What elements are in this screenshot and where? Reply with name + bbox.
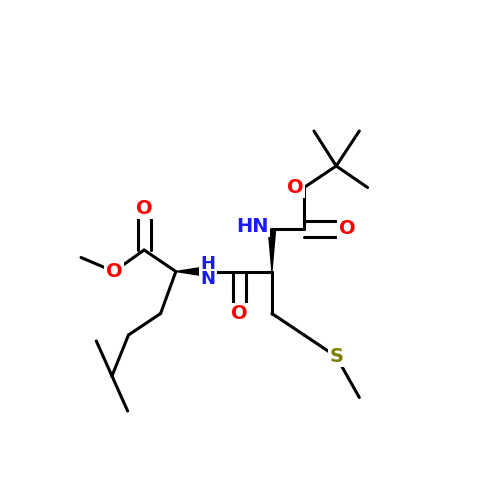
- Text: HN: HN: [236, 216, 268, 236]
- Text: S: S: [329, 347, 343, 366]
- Text: O: O: [288, 178, 304, 197]
- Polygon shape: [268, 229, 276, 272]
- Polygon shape: [176, 266, 208, 276]
- Text: O: O: [106, 262, 122, 281]
- Text: O: O: [232, 304, 248, 323]
- Text: O: O: [136, 199, 152, 218]
- Text: H
N: H N: [200, 254, 216, 288]
- Text: O: O: [338, 220, 355, 238]
